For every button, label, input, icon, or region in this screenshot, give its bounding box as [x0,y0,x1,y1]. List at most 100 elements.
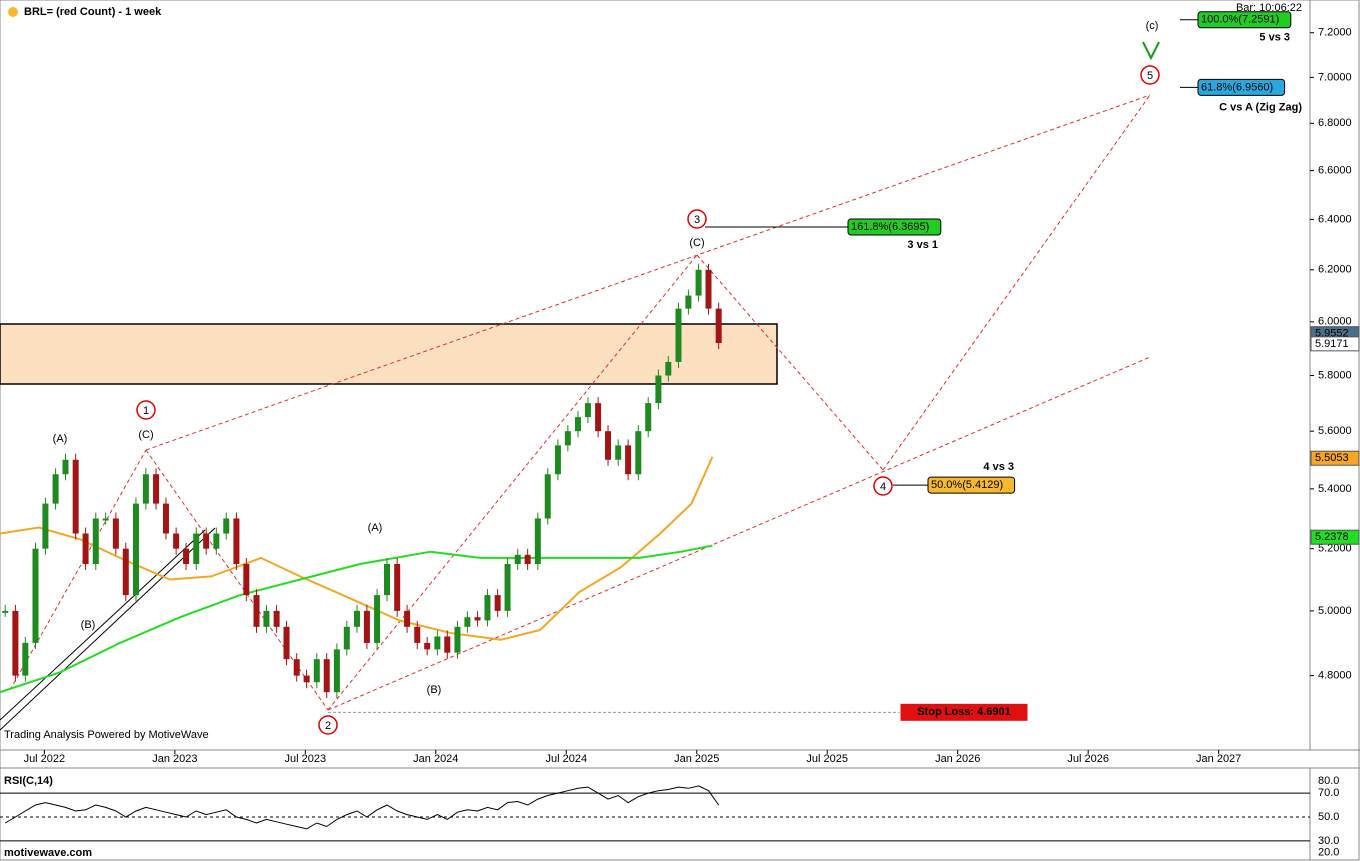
fib-label: 50.0%(5.4129) [931,479,1003,491]
candle [62,459,69,475]
candle [303,675,310,683]
trendline [0,527,216,731]
candle [655,375,662,404]
candle [132,503,139,596]
candle [434,636,441,650]
arrow-down [1142,41,1160,61]
rsi-tick-label: 50.0 [1318,811,1339,823]
candle [203,533,210,549]
candle [263,610,270,627]
candle [615,445,622,460]
candle [313,659,320,683]
candle [42,503,49,549]
y-tick-label: 6.8000 [1318,117,1352,129]
wave-circle [1140,65,1160,85]
candle [82,533,89,565]
y-tick-label: 6.4000 [1318,213,1352,225]
candle [524,554,531,565]
wave-label: (B) [427,684,442,696]
x-tick-label: Jul 2025 [806,753,848,765]
wave-label: 3 [694,214,700,226]
candle [595,403,602,432]
candle [394,564,401,611]
wave-label: (C) [689,237,704,249]
candle [454,626,461,653]
candle [414,626,421,643]
candle [564,431,571,446]
candle [32,548,39,643]
candle [645,403,652,432]
rsi-tick-label: 20.0 [1318,847,1339,859]
candle [635,431,642,475]
candle [444,636,451,653]
watermark: Trading Analysis Powered by MotiveWave [4,729,209,741]
x-tick-label: Jul 2023 [285,753,327,765]
y-tick-label: 6.0000 [1318,316,1352,328]
candle [223,518,230,534]
candle [52,474,59,504]
wave-label: 1 [143,405,149,417]
candle [12,610,19,676]
fib-label: 61.8%(6.9560) [1201,81,1273,93]
x-tick-label: Jan 2024 [413,753,458,765]
candle [625,445,632,475]
candle [685,295,692,309]
x-tick-label: Jan 2025 [674,753,719,765]
stop-loss-label: Stop Loss: 4.6901 [917,706,1011,718]
y-tick-label: 5.4000 [1318,483,1352,495]
x-tick-label: Jan 2027 [1196,753,1241,765]
candle [112,518,119,549]
candle [605,431,612,460]
candle [72,459,79,534]
candle [363,610,370,643]
price-tag-label: 5.5053 [1315,452,1349,464]
candle [514,554,521,565]
fib-box [927,476,1016,494]
y-tick-label: 6.2000 [1318,264,1352,276]
candle [374,595,381,643]
bar-time: Bar: 10:06:22 [1236,2,1302,14]
y-tick-label: 5.8000 [1318,369,1352,381]
candle [474,617,481,621]
wave-label: (B) [81,619,96,631]
rsi-tick-label: 30.0 [1318,835,1339,847]
x-tick-label: Jan 2023 [152,753,197,765]
candle [383,564,390,596]
status-dot [8,7,18,17]
price-tag [1310,529,1360,545]
wave-circle [318,715,338,735]
y-tick-label: 5.0000 [1318,605,1352,617]
candle [153,474,160,504]
chart-title: BRL= (red Count) - 1 week [24,6,162,18]
wave-projection [9,94,1151,711]
fib-note: 3 vs 1 [907,239,938,251]
wave-circle [873,476,893,496]
moving-average [0,544,713,694]
candle [404,610,411,627]
fib-box [1197,78,1286,96]
candle [665,361,672,376]
fib-note: 4 vs 3 [983,461,1014,473]
candle [424,642,431,650]
y-tick-label: 6.6000 [1318,165,1352,177]
candle [705,269,712,309]
candle [142,474,149,504]
candle [333,649,340,693]
y-tick-label: 7.0000 [1318,71,1352,83]
price-tag [1310,450,1360,466]
fib-note: 5 vs 3 [1259,32,1290,44]
candle [92,518,99,565]
candle [193,533,200,565]
x-tick-label: Jan 2026 [935,753,980,765]
rsi-title: RSI(C,14) [4,775,53,787]
candle [233,518,240,565]
candle [484,595,491,621]
wave-circle [136,400,156,420]
wave-label: (A) [368,522,383,534]
candle [293,659,300,676]
fib-label: 161.8%(6.3695) [851,221,929,233]
candle [253,595,260,627]
wave-label: 5 [1147,70,1153,82]
y-tick-label: 7.2000 [1318,27,1352,39]
